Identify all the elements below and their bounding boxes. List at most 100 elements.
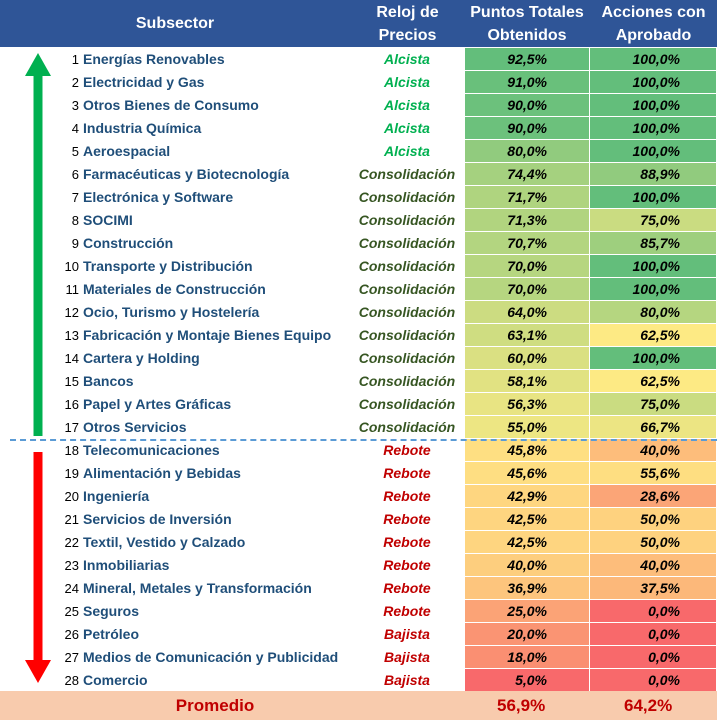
subsector-name: Petróleo: [83, 626, 140, 642]
table-row: 16 Papel y Artes Gráficas Consolidación 56,…: [0, 393, 717, 416]
price-clock-status: Consolidación: [358, 235, 456, 251]
table-row: 20 Ingeniería Rebote 42,9% 28,6%: [0, 485, 717, 508]
puntos-totales-value: 80,0%: [507, 143, 547, 159]
acciones-aprobado-value: 37,5%: [640, 580, 680, 596]
subsector-name: Ingeniería: [83, 488, 150, 504]
subsector-name: Electricidad y Gas: [83, 74, 205, 90]
puntos-totales-cell: 63,1%: [465, 324, 590, 347]
price-clock-status: Rebote: [383, 511, 431, 527]
row-number: 6: [71, 167, 79, 182]
acciones-aprobado-value: 100,0%: [632, 281, 680, 297]
puntos-totales-cell: 70,0%: [465, 278, 590, 301]
table-row: 3 Otros Bienes de Consumo Alcista 90,0% 100,…: [0, 94, 717, 117]
acciones-aprobado-cell: 40,0%: [590, 554, 716, 577]
row-number: 18: [64, 443, 79, 458]
acciones-aprobado-cell: 37,5%: [590, 577, 716, 600]
acciones-aprobado-cell: 40,0%: [590, 439, 716, 462]
subsector-name: Electrónica y Software: [83, 189, 234, 205]
acciones-aprobado-cell: 88,9%: [590, 163, 716, 186]
subsector-name: Mineral, Metales y Transformación: [83, 580, 312, 596]
subsector-name: Aeroespacial: [83, 143, 171, 159]
puntos-totales-value: 74,4%: [507, 166, 547, 182]
acciones-aprobado-value: 100,0%: [632, 97, 680, 113]
table-row: 4 Industria Química Alcista 90,0% 100,0%: [0, 117, 717, 140]
puntos-totales-cell: 91,0%: [465, 71, 590, 94]
acciones-aprobado-value: 80,0%: [640, 304, 680, 320]
subsector-name: Construcción: [83, 235, 174, 251]
table-row: 15 Bancos Consolidación 58,1% 62,5%: [0, 370, 717, 393]
subsector-name: Materiales de Construcción: [83, 281, 266, 297]
subsector-name: Industria Química: [83, 120, 202, 136]
subsector-name: Inmobiliarias: [83, 557, 170, 573]
price-clock-status: Rebote: [383, 488, 431, 504]
header-acciones-aprobado: Acciones con Aprobado: [601, 3, 706, 44]
row-number: 23: [64, 558, 79, 573]
table-row: 13 Fabricación y Montaje Bienes Equipo Con…: [0, 324, 717, 347]
row-number: 21: [64, 512, 79, 527]
puntos-totales-value: 5,0%: [515, 672, 547, 688]
puntos-totales-value: 63,1%: [507, 327, 547, 343]
subsector-name: Telecomunicaciones: [83, 442, 220, 458]
subsector-name: Medios de Comunicación y Publicidad: [83, 649, 339, 665]
price-clock-status: Rebote: [383, 580, 431, 596]
puntos-totales-cell: 42,5%: [465, 531, 590, 554]
header-reloj-precios: Reloj de Precios: [376, 3, 439, 44]
puntos-totales-value: 40,0%: [507, 557, 547, 573]
puntos-totales-cell: 45,6%: [465, 462, 590, 485]
price-clock-status: Consolidación: [358, 373, 456, 389]
acciones-aprobado-value: 100,0%: [632, 120, 680, 136]
down-arrow-icon: [25, 452, 51, 683]
table-row: 2 Electricidad y Gas Alcista 91,0% 100,0%: [0, 71, 717, 94]
acciones-aprobado-cell: 100,0%: [590, 186, 716, 209]
price-clock-status: Consolidación: [358, 327, 456, 343]
subsector-name: Seguros: [83, 603, 140, 619]
acciones-aprobado-cell: 66,7%: [590, 416, 716, 439]
puntos-totales-value: 25,0%: [507, 603, 547, 619]
acciones-aprobado-value: 0,0%: [648, 672, 680, 688]
acciones-aprobado-cell: 80,0%: [590, 301, 716, 324]
acciones-aprobado-value: 40,0%: [640, 557, 680, 573]
price-clock-status: Consolidación: [358, 189, 456, 205]
row-number: 17: [64, 420, 79, 435]
puntos-totales-value: 55,0%: [507, 419, 547, 435]
acciones-aprobado-value: 100,0%: [632, 350, 680, 366]
puntos-totales-value: 70,0%: [507, 258, 547, 274]
acciones-aprobado-cell: 100,0%: [590, 255, 716, 278]
acciones-aprobado-cell: 28,6%: [590, 485, 716, 508]
price-clock-status: Consolidación: [358, 419, 456, 435]
row-number: 9: [71, 236, 79, 251]
puntos-totales-cell: 70,0%: [465, 255, 590, 278]
acciones-aprobado-value: 100,0%: [632, 74, 680, 90]
acciones-aprobado-value: 85,7%: [640, 235, 680, 251]
price-clock-status: Rebote: [383, 534, 431, 550]
puntos-totales-value: 42,5%: [507, 511, 547, 527]
acciones-aprobado-value: 62,5%: [640, 373, 680, 389]
subsector-name: Alimentación y Bebidas: [83, 465, 241, 481]
price-clock-status: Bajista: [384, 626, 430, 642]
price-clock-status: Alcista: [384, 74, 430, 90]
acciones-aprobado-cell: 62,5%: [590, 370, 716, 393]
row-number: 26: [64, 627, 79, 642]
price-clock-status: Alcista: [384, 143, 430, 159]
price-clock-status: Rebote: [383, 465, 431, 481]
puntos-totales-cell: 90,0%: [465, 117, 590, 140]
acciones-aprobado-value: 100,0%: [632, 189, 680, 205]
table-row: 28 Comercio Bajista 5,0% 0,0%: [0, 669, 717, 692]
price-clock-status: Rebote: [383, 557, 431, 573]
average-label: Promedio: [175, 696, 255, 715]
puntos-totales-value: 70,7%: [507, 235, 547, 251]
puntos-totales-cell: 92,5%: [465, 48, 590, 71]
acciones-aprobado-cell: 0,0%: [590, 623, 716, 646]
price-clock-status: Alcista: [384, 120, 430, 136]
row-number: 1: [71, 52, 79, 67]
subsector-name: Papel y Artes Gráficas: [83, 396, 232, 412]
puntos-totales-value: 45,8%: [507, 442, 547, 458]
acciones-aprobado-cell: 100,0%: [590, 94, 716, 117]
puntos-totales-cell: 90,0%: [465, 94, 590, 117]
table-row: 17 Otros Servicios Consolidación 55,0% 66,7%: [0, 416, 717, 439]
price-clock-status: Consolidación: [358, 258, 456, 274]
puntos-totales-cell: 25,0%: [465, 600, 590, 623]
up-arrow-icon: [25, 53, 51, 436]
average-row: Promedio 56,9% 64,2%: [0, 691, 717, 720]
acciones-aprobado-cell: 62,5%: [590, 324, 716, 347]
